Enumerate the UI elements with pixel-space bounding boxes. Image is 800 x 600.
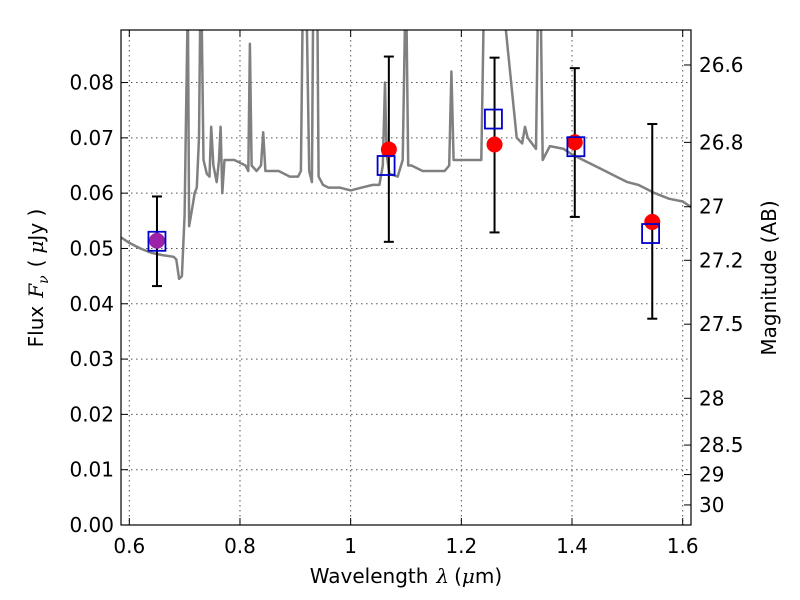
y2-tick-label: 28	[699, 386, 724, 410]
y-tick-label: 0.05	[69, 236, 114, 260]
grid	[121, 30, 691, 525]
y-tick-label: 0.02	[69, 402, 114, 426]
observed-point	[148, 232, 165, 249]
spectrum-layer	[121, 30, 691, 281]
model-point	[566, 136, 586, 158]
y2-tick-label: 27.2	[699, 248, 744, 272]
observed-point	[380, 141, 397, 158]
y2-tick-label: 27.5	[699, 312, 744, 336]
y-tick-label: 0.04	[69, 292, 114, 316]
x-tick-label: 1.4	[556, 534, 588, 558]
y2-tick-label: 29	[699, 463, 724, 487]
model-point	[484, 108, 503, 130]
x-tick-label: 1.6	[667, 534, 699, 558]
model-points	[147, 108, 661, 252]
y-tick-label: 0.07	[69, 126, 114, 150]
y-axis-ticks: 0.00 0.01 0.02 0.03 0.04 0.05 0.06 0.07 0.08	[69, 71, 128, 537]
x-axis-label: Wavelength λ (μm)	[310, 564, 502, 588]
y2-axis-ticks: 26.6 26.8 27 27.2 27.5 28 28.5 29 30	[684, 53, 744, 517]
y-tick-label: 0.00	[69, 513, 114, 537]
x-axis-ticks: 0.6 0.8 1 1.2 1.4 1.6	[113, 30, 699, 558]
y-axis-label: FluxFν(μJy )	[24, 209, 52, 348]
y2-tick-label: 26.6	[699, 53, 744, 77]
model-point	[147, 230, 167, 252]
plot-frame	[120, 29, 692, 526]
y2-axis-label: Magnitude (AB)	[757, 200, 781, 355]
x-tick-label: 0.6	[113, 534, 145, 558]
spectrum-line	[121, 30, 691, 281]
x-tick-label: 1	[344, 534, 357, 558]
x-tick-label: 1.2	[445, 534, 477, 558]
y2-tick-label: 27	[699, 195, 724, 219]
y2-tick-label: 26.8	[699, 130, 744, 154]
observed-points	[148, 134, 661, 249]
x-tick-label: 0.8	[224, 534, 256, 558]
observed-point	[486, 136, 503, 153]
y2-tick-label: 28.5	[699, 433, 744, 457]
observed-point	[644, 213, 661, 230]
y-tick-label: 0.08	[69, 71, 114, 95]
y-tick-label: 0.01	[69, 458, 114, 482]
y2-tick-label: 30	[699, 493, 724, 517]
y-tick-label: 0.03	[69, 347, 114, 371]
model-point	[641, 223, 661, 244]
model-point	[376, 155, 396, 176]
y-tick-label: 0.06	[69, 181, 114, 205]
